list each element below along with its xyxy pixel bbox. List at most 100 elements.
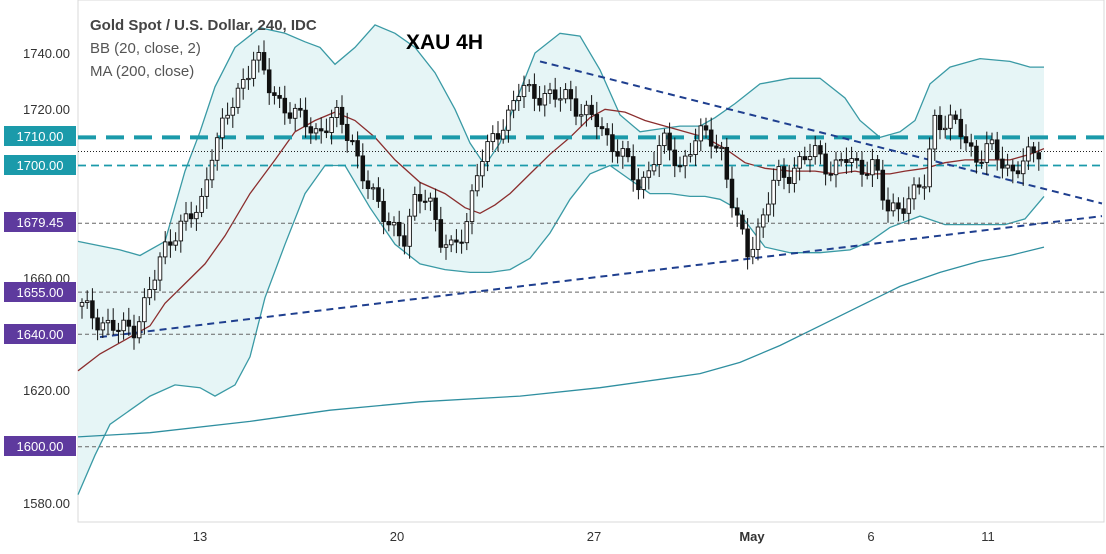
candle-up <box>584 104 589 116</box>
candle-up <box>755 226 761 250</box>
candle-up <box>812 145 818 158</box>
candle-up <box>100 322 106 331</box>
candle-down <box>729 178 735 209</box>
candle-down <box>298 107 303 111</box>
candle-up <box>84 300 90 303</box>
candle-down <box>318 128 324 132</box>
candle-down <box>781 166 787 178</box>
level-box-1710 <box>4 126 76 146</box>
level-box-label: 1679.45 <box>17 215 64 230</box>
candle-down <box>630 156 636 181</box>
candle-up <box>500 129 506 140</box>
candle-down <box>454 239 459 243</box>
candle-up <box>521 84 527 98</box>
candle-down <box>594 114 600 128</box>
candle-down <box>823 153 828 175</box>
candle-down <box>901 208 906 214</box>
candle-up <box>911 184 917 200</box>
candle-down <box>963 136 969 144</box>
candle-up <box>370 187 376 190</box>
candle-up <box>183 213 189 222</box>
candle-down <box>828 173 834 176</box>
candle-down <box>381 200 386 223</box>
candle-up <box>443 244 449 248</box>
candle-down <box>979 161 984 164</box>
candle-up <box>688 154 693 157</box>
y-tick-label: 1740.00 <box>23 46 70 61</box>
x-tick-label: May <box>739 529 765 544</box>
candle-up <box>698 125 704 142</box>
candle-up <box>480 161 485 177</box>
candle-down <box>740 214 745 230</box>
ma-200-path <box>77 246 1045 438</box>
candle-up <box>682 155 688 167</box>
candle-up <box>194 211 199 220</box>
candle-down <box>110 319 116 331</box>
candle-up <box>209 159 215 181</box>
candle-down <box>1031 146 1036 154</box>
chart-title: XAU 4H <box>406 31 483 54</box>
candle-up <box>838 159 844 162</box>
candle-up <box>760 214 766 228</box>
candle-down <box>724 146 730 180</box>
instrument-label: Gold Spot / U.S. Dollar, 240, IDC <box>90 17 317 34</box>
candle-up <box>771 179 776 205</box>
level-box-label: 1600.00 <box>17 439 64 454</box>
candle-up <box>719 146 724 150</box>
candle-up <box>428 197 433 202</box>
level-box-1679 <box>4 212 76 232</box>
candle-up <box>485 141 490 162</box>
level-box-1600 <box>4 436 76 456</box>
candle-down <box>953 114 958 120</box>
candle-down <box>355 140 360 157</box>
candle-up <box>157 256 163 281</box>
x-tick-label: 20 <box>390 529 404 544</box>
candle-up <box>807 156 813 161</box>
candle-up <box>890 202 896 212</box>
candle-up <box>849 158 854 163</box>
candle-up <box>474 175 480 192</box>
candle-down <box>916 184 922 188</box>
candle-down <box>734 207 740 216</box>
candle-down <box>402 235 407 247</box>
candle-up <box>511 100 516 111</box>
candle-down <box>90 300 95 319</box>
candle-down <box>880 169 886 201</box>
candle-up <box>516 96 522 102</box>
candle-up <box>792 167 797 184</box>
candle-down <box>994 139 1000 160</box>
candle-down <box>968 142 974 147</box>
candlesticks <box>79 40 1042 350</box>
candle-down <box>568 89 574 100</box>
candle-down <box>552 89 558 100</box>
candle-down <box>396 221 402 237</box>
candle-down <box>625 148 631 158</box>
candle-down <box>875 159 880 171</box>
candle-up <box>984 143 990 163</box>
candle-up <box>1005 164 1010 169</box>
candle-down <box>277 95 282 99</box>
candle-down <box>864 173 870 176</box>
bb-upper-line <box>77 24 1044 257</box>
candle-down <box>1010 164 1016 172</box>
candle-down <box>599 126 605 130</box>
bb-fill <box>78 24 1044 495</box>
candle-down <box>532 84 537 99</box>
candle-up <box>256 52 262 61</box>
y-tick-label: 1620.00 <box>23 383 70 398</box>
candle-down <box>974 145 979 163</box>
level-boxes: 1710.00 1700.00 1679.45 1655.00 1640.00 … <box>4 126 76 456</box>
candle-up <box>469 190 475 223</box>
indicator-label-ma: MA (200, close) <box>90 63 194 80</box>
candle-up <box>214 137 220 161</box>
candle-up <box>178 220 184 242</box>
candle-up <box>662 132 667 147</box>
candle-up <box>334 106 340 118</box>
candle-up <box>922 186 927 189</box>
candle-down <box>937 114 943 131</box>
candle-up <box>142 297 147 323</box>
candle-up <box>547 89 553 94</box>
candle-down <box>386 221 392 226</box>
candle-up <box>152 279 158 290</box>
